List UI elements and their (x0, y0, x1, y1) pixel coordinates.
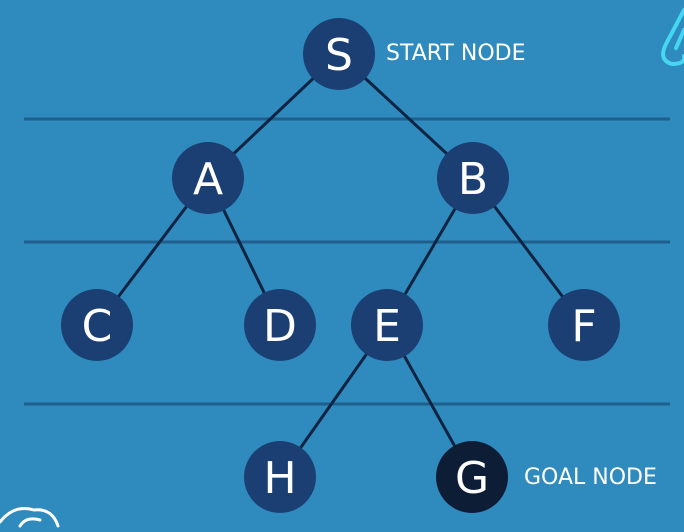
node-d: D (244, 289, 316, 361)
node-label: E (373, 301, 401, 352)
node-circle (436, 441, 508, 513)
node-label: A (193, 154, 223, 205)
node-e: E (351, 289, 423, 361)
node-label: D (263, 301, 297, 352)
node-s: S (303, 18, 375, 90)
node-circle (437, 142, 509, 214)
node-label: G (455, 453, 489, 504)
edges (95, 52, 586, 478)
node-c: C (61, 289, 133, 361)
node-label: F (571, 301, 596, 352)
node-circle (548, 289, 620, 361)
goal-node-label: GOAL NODE (524, 465, 657, 490)
node-b: B (437, 142, 509, 214)
node-f: F (548, 289, 620, 361)
node-a: A (172, 142, 244, 214)
node-circle (61, 289, 133, 361)
node-g: G (436, 441, 508, 513)
node-circle (303, 18, 375, 90)
node-label: B (458, 154, 488, 205)
level-dividers (24, 117, 670, 406)
node-circle (172, 142, 244, 214)
node-label: S (325, 30, 353, 81)
nodes: S A B C D E F H G (61, 18, 620, 513)
start-node-label: START NODE (386, 41, 525, 66)
node-h: H (244, 441, 316, 513)
node-label: H (263, 453, 296, 504)
node-label: C (82, 301, 113, 352)
tube-icon (661, 8, 684, 67)
cloud-icon (0, 507, 60, 528)
node-circle (351, 289, 423, 361)
node-circle (244, 441, 316, 513)
node-circle (244, 289, 316, 361)
